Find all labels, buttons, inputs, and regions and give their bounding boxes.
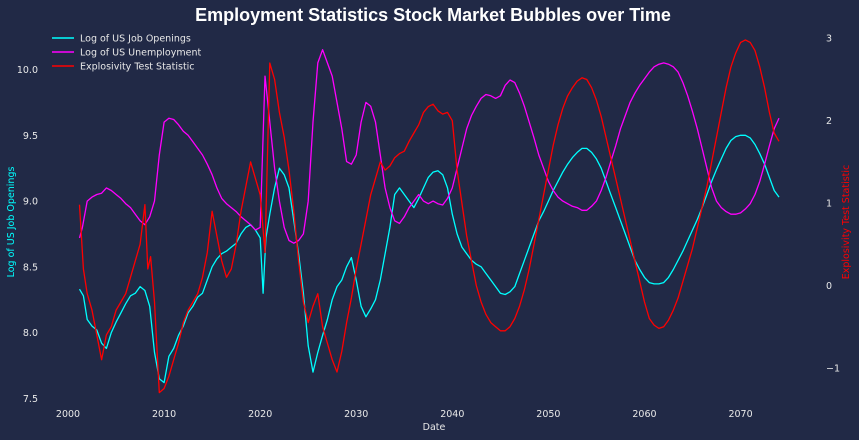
x-tick-label: 2000 [56,409,80,420]
x-tick-label: 2010 [152,409,176,420]
chart-title: Employment Statistics Stock Market Bubbl… [195,5,671,25]
series-layer [78,39,780,394]
x-tick-label: 2030 [344,409,368,420]
left-y-tick-label: 9.5 [23,131,38,142]
series-line-unemployment [78,49,780,244]
right-y-tick-label: 1 [826,199,832,210]
right-y-tick-label: 2 [826,116,832,127]
legend-label-explosivity: Explosivity Test Statistic [80,62,195,73]
legend-label-unemployment: Log of US Unemployment [80,48,201,59]
left-y-axis-ticks: 7.5 8.0 8.5 9.0 9.5 10.0 [17,65,38,405]
series-line-explosivity [78,39,780,394]
x-axis-ticks: 2000 2010 2020 2030 2040 2050 2060 2070 [56,409,753,420]
x-tick-label: 2040 [440,409,464,420]
left-y-tick-label: 8.5 [23,262,38,273]
right-y-tick-label: 0 [826,281,832,292]
legend-label-job-openings: Log of US Job Openings [80,34,191,45]
left-y-tick-label: 9.0 [23,197,38,208]
x-tick-label: 2020 [248,409,272,420]
left-y-tick-label: 7.5 [23,394,38,405]
x-tick-label: 2060 [632,409,656,420]
x-axis-label: Date [423,422,446,433]
x-tick-label: 2050 [536,409,560,420]
left-y-tick-label: 8.0 [23,328,38,339]
legend: Log of US Job Openings Log of US Unemplo… [52,34,201,73]
right-y-tick-label: 3 [826,34,832,45]
right-y-tick-label: −1 [826,363,840,374]
left-y-tick-label: 10.0 [17,65,38,76]
x-tick-label: 2070 [728,409,752,420]
right-y-axis-ticks: −1 0 1 2 3 [826,34,840,375]
series-line-job-openings [78,134,780,384]
right-y-axis-label: Explosivity Test Statistic [841,165,852,280]
plot-area [78,39,780,394]
left-y-axis-label: Log of US Job Openings [6,167,17,278]
